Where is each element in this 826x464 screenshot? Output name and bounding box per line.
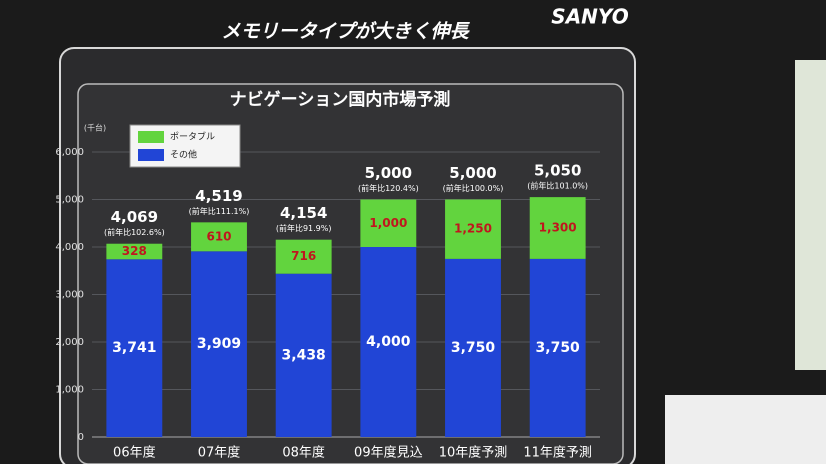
growth-label: (前年比111.1%) [189, 206, 250, 216]
total-label: 5,000 [449, 164, 496, 182]
legend-swatch [138, 149, 164, 161]
chart-title: メモリータイプが大きく伸長 [221, 21, 470, 43]
value-label: 3,438 [282, 347, 326, 363]
value-label: 3,750 [536, 340, 581, 356]
bar-segment [191, 222, 247, 252]
bar-segment [529, 197, 586, 259]
y-tick-label: 3,000 [55, 290, 84, 301]
value-label: 1,300 [539, 221, 577, 235]
bar-segment [529, 258, 586, 437]
x-tick-label: 08年度 [282, 445, 325, 461]
value-label: 4,000 [366, 334, 411, 350]
growth-label: (前年比100.0%) [443, 183, 504, 193]
total-label: 4,069 [111, 208, 158, 226]
y-unit: (千台) [84, 123, 106, 133]
value-label: 716 [291, 249, 316, 263]
bar-segment [106, 259, 163, 437]
x-tick-label: 09年度見込 [354, 445, 423, 461]
bar-segment [275, 239, 332, 274]
total-label: 5,050 [534, 162, 581, 180]
x-tick-label: 07年度 [198, 445, 241, 461]
legend-label: ポータブル [170, 131, 215, 143]
y-tick-label: 5,000 [55, 195, 84, 206]
bar-segment [360, 247, 417, 437]
total-label: 4,519 [195, 187, 242, 205]
value-label: 610 [206, 229, 231, 243]
total-label: 5,000 [365, 164, 412, 182]
growth-label: (前年比101.0%) [527, 181, 588, 191]
y-tick-label: 0 [78, 432, 84, 443]
bar-segment [275, 273, 332, 437]
bar-segment [191, 251, 247, 437]
value-label: 3,750 [451, 340, 496, 356]
growth-label: (前年比91.9%) [276, 223, 332, 233]
side-panel [795, 60, 826, 370]
growth-label: (前年比120.4%) [358, 183, 419, 193]
bar-segment [445, 199, 501, 259]
y-tick-label: 2,000 [55, 337, 84, 348]
value-label: 1,250 [454, 222, 492, 236]
value-label: 3,741 [112, 340, 156, 356]
legend-label: その他 [170, 149, 197, 161]
value-label: 3,909 [197, 336, 241, 352]
growth-label: (前年比102.6%) [104, 227, 165, 237]
x-tick-label: 11年度予測 [523, 445, 592, 461]
brand: SANYO [551, 5, 628, 29]
value-label: 1,000 [369, 216, 407, 230]
bar-segment [360, 199, 417, 247]
x-tick-label: 10年度予測 [439, 445, 508, 461]
plot: 0 1,000 2,000 3,000 4,000 5,000 6,000 3,741 328 0… [55, 147, 600, 461]
chart-subtitle: ナビゲーション国内市場予測 [230, 89, 451, 110]
bar-segment [445, 258, 501, 437]
podium [665, 395, 826, 464]
y-tick-label: 1,000 [55, 385, 84, 396]
x-tick-label: 06年度 [113, 445, 156, 461]
y-tick-label: 4,000 [55, 242, 84, 253]
legend-swatch [138, 131, 164, 143]
value-label: 328 [122, 244, 147, 258]
bar-segment [106, 243, 163, 260]
total-label: 4,154 [280, 204, 327, 222]
y-tick-label: 6,000 [55, 147, 84, 158]
